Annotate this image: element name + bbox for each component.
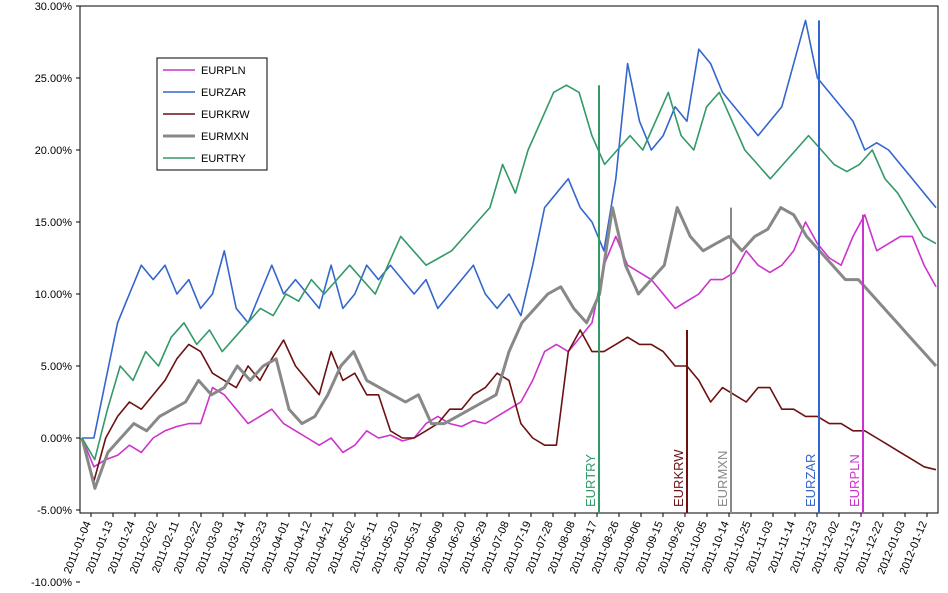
y-tick-label: 30.00% (35, 1, 73, 13)
series-line-eurpln (81, 214, 937, 468)
y-tick-label: 10.00% (35, 289, 73, 301)
marker-label-eurpln: EURPLN (847, 454, 862, 507)
y-tick-label: -10.00% (31, 577, 72, 589)
legend-label-eurmxn: EURMXN (201, 131, 249, 143)
series-line-eurkrw (81, 329, 937, 483)
y-tick-label: -5.00% (37, 505, 72, 517)
legend-label-eurtry: EURTRY (201, 153, 246, 165)
y-tick-label: 5.00% (41, 361, 72, 373)
y-tick-label: 25.00% (35, 73, 73, 85)
y-tick-label: 20.00% (35, 145, 73, 157)
series-lines (80, 19, 938, 490)
legend-label-eurkrw: EURKRW (201, 109, 250, 121)
series-line-eurtry (81, 84, 937, 461)
y-tick-label: 0.00% (41, 433, 72, 445)
marker-label-eurmxn: EURMXN (715, 451, 730, 507)
y-tick-label: 15.00% (35, 217, 73, 229)
series-line-eurzar (82, 19, 937, 439)
legend-label-eurzar: EURZAR (201, 87, 246, 99)
marker-label-eurtry: EURTRY (583, 454, 598, 507)
event-markers: EURTRY EURKRW EURMXN EURZAR EURPLN (583, 20, 864, 513)
legend-label-eurpln: EURPLN (201, 65, 246, 77)
series-line-eurmxn (80, 206, 938, 490)
legend: EURPLN EURZAR EURKRW EURMXN EURTRY (156, 57, 268, 171)
marker-label-eurzar: EURZAR (803, 454, 818, 507)
marker-label-eurkrw: EURKRW (671, 449, 686, 507)
